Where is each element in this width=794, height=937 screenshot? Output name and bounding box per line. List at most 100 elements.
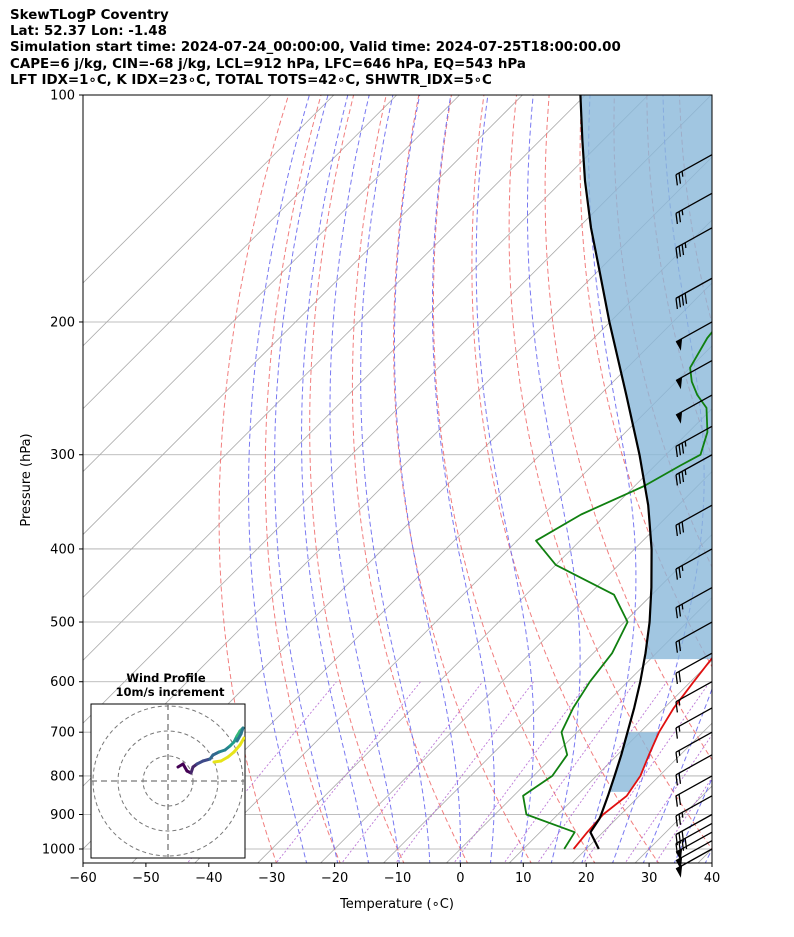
- isotherm-line: [320, 471, 712, 863]
- y-tick-label: 1000: [42, 843, 75, 858]
- isotherm-line: [83, 95, 586, 598]
- temperature-line: [572, 656, 712, 850]
- dry-adiabat: [777, 95, 794, 865]
- x-tick-label: 20: [578, 871, 595, 886]
- title-indices: LFT IDX=1∘C, K IDX=23∘C, TOTAL TOTS=42∘C…: [10, 72, 492, 88]
- dry-adiabat: [393, 95, 532, 863]
- x-tick-label: 30: [641, 871, 658, 886]
- dry-adiabat: [218, 95, 289, 863]
- hodograph-title: Wind Profile: [126, 671, 206, 685]
- dry-adiabat: [745, 95, 794, 865]
- x-tick-label: −60: [69, 871, 96, 886]
- isotherm-line: [83, 95, 460, 473]
- moist-adiabat: [432, 95, 495, 863]
- y-tick-label: 100: [50, 89, 75, 104]
- dry-adiabat: [264, 95, 341, 863]
- mixing-ratio-line: [275, 681, 421, 863]
- y-tick-label: 700: [50, 726, 75, 741]
- dry-adiabat: [351, 95, 469, 863]
- moist-adiabat: [581, 95, 637, 863]
- wind-barb: [675, 425, 713, 458]
- hodograph-trace-upper: [238, 736, 245, 747]
- wind-barb: [675, 813, 713, 846]
- x-tick-label: −30: [258, 871, 285, 886]
- wind-barbs: [675, 154, 713, 878]
- wind-barb: [675, 586, 713, 619]
- moist-adiabat: [475, 95, 535, 863]
- isotherm-line: [83, 95, 335, 347]
- moist-adiabat: [394, 95, 461, 863]
- isotherm-line: [83, 95, 272, 284]
- isotherm-line: [83, 95, 397, 410]
- wind-barb: [675, 454, 713, 486]
- hodograph-trace-upper: [232, 743, 242, 754]
- x-tick-label: −10: [384, 871, 411, 886]
- wind-barb: [675, 321, 713, 351]
- wind-barb: [675, 504, 713, 536]
- wind-barb: [675, 707, 713, 739]
- x-tick-label: −50: [132, 871, 159, 886]
- title-times: Simulation start time: 2024-07-24_00:00:…: [10, 40, 621, 56]
- y-tick-label: 900: [50, 808, 75, 823]
- x-tick-label: 40: [704, 871, 721, 886]
- x-tick-label: −40: [195, 871, 222, 886]
- x-tick-label: 0: [456, 871, 464, 886]
- isotherm-line: [83, 95, 712, 724]
- isotherm-line: [131, 282, 712, 863]
- chart-title-block: SkewTLogP Coventry Lat: 52.37 Lon: -1.48…: [10, 8, 621, 89]
- mixing-ratio-line: [654, 777, 712, 863]
- hodograph-subtitle: 10m/s increment: [116, 685, 225, 699]
- moist-adiabat: [527, 95, 581, 863]
- dry-adiabat: [471, 95, 660, 863]
- wind-barb: [675, 775, 713, 807]
- cape-area-low: [609, 732, 659, 792]
- profile-lines: [522, 95, 712, 850]
- wind-barb: [675, 154, 713, 186]
- moist-adiabat: [642, 687, 712, 863]
- background-lines: [83, 95, 794, 865]
- dewpoint-line: [522, 330, 712, 850]
- moist-adiabat: [673, 777, 712, 863]
- wind-barb: [675, 652, 713, 684]
- mixing-ratio-line: [395, 681, 534, 863]
- title-cape: CAPE=6 j/kg, CIN=-68 j/kg, LCL=912 hPa, …: [10, 56, 526, 72]
- x-tick-label: −20: [321, 871, 348, 886]
- wind-barb: [675, 822, 713, 855]
- isotherm-line: [83, 95, 649, 661]
- mixing-ratio-line: [624, 734, 712, 863]
- dry-adiabat: [579, 95, 712, 668]
- moist-adiabat: [274, 95, 339, 863]
- hodograph-trace-mid: [235, 732, 243, 743]
- mixing-ratio-line: [537, 681, 668, 863]
- x-axis-label: Temperature (∘C): [339, 897, 454, 912]
- isotherm-line: [382, 533, 712, 863]
- y-tick-label: 400: [50, 542, 75, 557]
- wind-barb: [675, 359, 713, 390]
- title-station: SkewTLogP Coventry: [10, 8, 169, 23]
- dry-adiabat: [432, 95, 596, 863]
- title-location: Lat: 52.37 Lon: -1.48: [10, 24, 167, 40]
- cape-area: [580, 95, 712, 660]
- wind-barb: [675, 681, 713, 713]
- wind-barb: [675, 754, 713, 786]
- x-tick-label: 10: [515, 871, 532, 886]
- dry-adiabat: [309, 95, 405, 863]
- dry-adiabat: [508, 95, 712, 850]
- wind-barb: [675, 277, 713, 310]
- dry-adiabat: [711, 95, 712, 102]
- isotherm-line: [759, 95, 794, 865]
- y-tick-label: 800: [50, 769, 75, 784]
- y-tick-label: 300: [50, 448, 75, 463]
- y-tick-label: 600: [50, 675, 75, 690]
- isotherm-line: [571, 722, 712, 863]
- wind-barb: [675, 394, 713, 424]
- wind-barb: [675, 795, 713, 827]
- isotherm-line: [194, 345, 712, 863]
- moist-adiabat: [360, 95, 431, 863]
- wind-barb: [675, 227, 713, 259]
- hodograph-inset: Wind Profile 10m/s increment: [90, 671, 246, 859]
- y-tick-label: 500: [50, 616, 75, 631]
- wind-barb: [675, 731, 713, 763]
- isotherm-line: [445, 596, 712, 863]
